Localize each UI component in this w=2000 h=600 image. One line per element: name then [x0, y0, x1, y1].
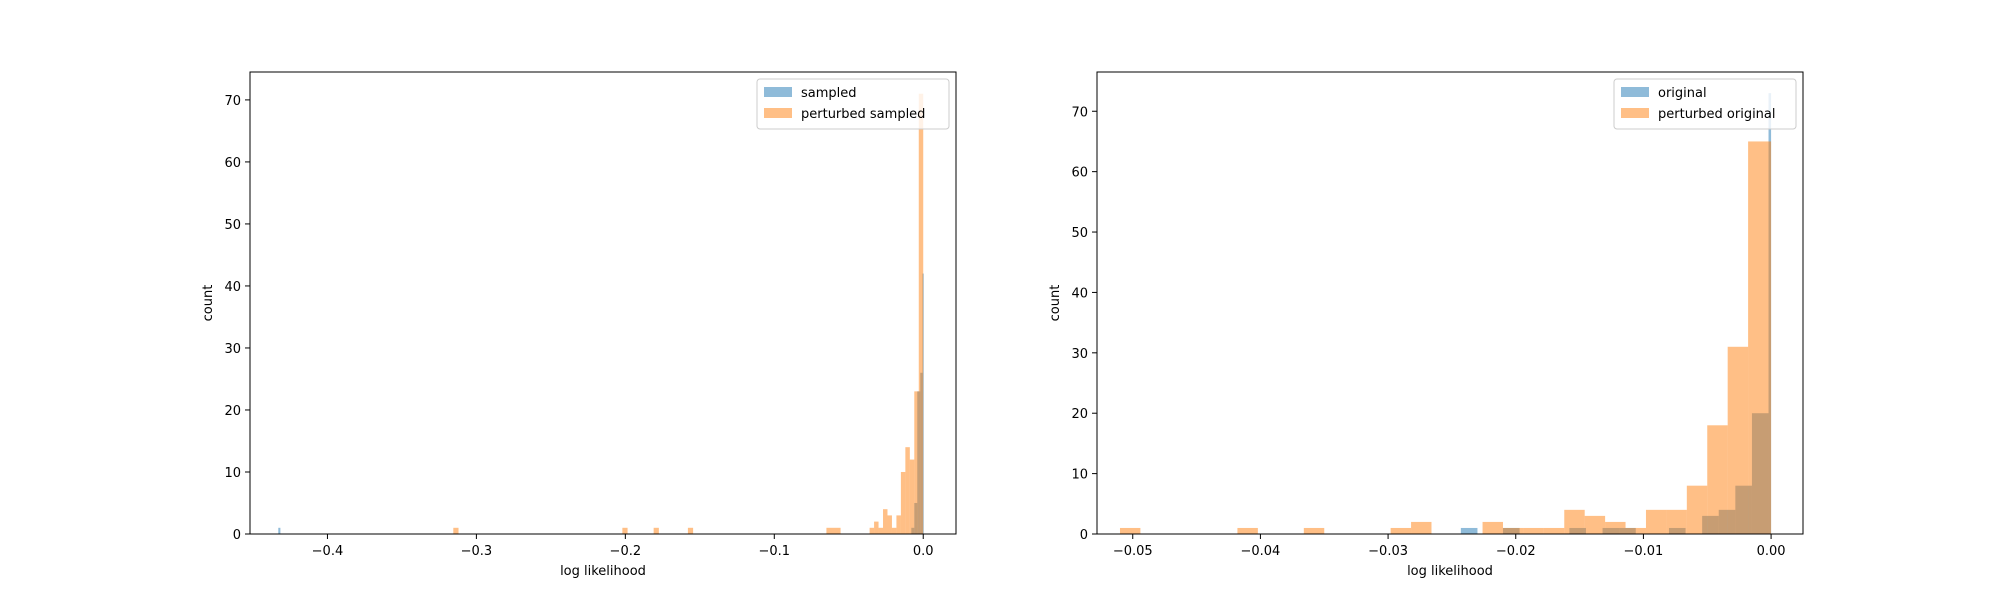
histogram-bar [878, 527, 884, 534]
y-tick-label: 30 [224, 342, 241, 357]
y-tick-label: 0 [233, 528, 241, 543]
x-tick-label: 0.0 [913, 544, 934, 559]
legend-label: sampled [801, 86, 857, 101]
y-tick-label: 30 [1071, 347, 1088, 362]
y-tick-label: 0 [1080, 528, 1088, 543]
x-tick-label: 0.00 [1757, 544, 1786, 559]
y-tick-label: 50 [224, 218, 241, 233]
histogram-bar [1666, 509, 1687, 534]
histogram-bar [887, 515, 892, 534]
histogram-bar [1605, 521, 1626, 534]
x-tick-label: −0.4 [312, 544, 344, 559]
histogram-bar [1460, 527, 1478, 534]
y-tick-label: 40 [224, 280, 241, 295]
histogram-bar [1727, 346, 1749, 534]
y-tick-label: 20 [224, 404, 241, 419]
legend-label: perturbed sampled [801, 107, 925, 122]
histogram-bar [896, 515, 901, 534]
histogram-bar [1768, 141, 1772, 534]
histogram-bar [1237, 527, 1258, 534]
legend-label: original [1658, 86, 1707, 101]
histogram-bar [1303, 527, 1325, 534]
histogram-bar [826, 527, 841, 534]
axes-frame [1096, 71, 1804, 535]
histogram-bar [1645, 509, 1667, 534]
y-axis-label: count [201, 285, 216, 322]
histogram-original-panel: −0.05 −0.04 −0.03 −0.02 −0.01 0.00 0 10 20 30 40 50… [1048, 71, 1804, 579]
histogram-bar [883, 509, 888, 534]
legend: original perturbed original [1613, 78, 1797, 130]
x-tick-label: −0.2 [610, 544, 642, 559]
histogram-bar [1523, 527, 1544, 534]
x-tick-label: −0.04 [1240, 544, 1280, 559]
x-tick-label: −0.05 [1113, 544, 1153, 559]
series-sampled [278, 273, 924, 534]
histogram-bar [1390, 527, 1412, 534]
histogram-sampled-panel: −0.4 −0.3 −0.2 −0.1 0.0 0 10 20 30 40 50 60 70 log li… [201, 71, 957, 579]
histogram-bar [653, 527, 659, 534]
x-tick-label: −0.3 [461, 544, 493, 559]
x-tick-label: −0.01 [1623, 544, 1663, 559]
histogram-bar [905, 447, 910, 534]
x-axis-label: log likelihood [560, 564, 646, 579]
histogram-bar [869, 527, 875, 534]
histogram-bar [900, 471, 906, 534]
histogram-bar [891, 527, 897, 534]
y-tick-label: 40 [1071, 286, 1088, 301]
histogram-bar [914, 391, 919, 534]
histogram-bar [1543, 527, 1565, 534]
y-axis-label: count [1048, 285, 1063, 322]
legend-swatch [1621, 87, 1649, 97]
y-tick-label: 60 [1071, 166, 1088, 181]
histogram-bar [687, 527, 694, 534]
histogram-bar [918, 93, 924, 534]
axes-frame [249, 71, 957, 535]
x-tick-label: −0.02 [1496, 544, 1536, 559]
histogram-bar [453, 527, 459, 534]
series-perturbed-sampled [453, 93, 924, 534]
histogram-bar [1625, 527, 1646, 534]
histogram-bar [1502, 527, 1524, 534]
legend-box [1613, 78, 1797, 130]
y-tick-label: 70 [224, 94, 241, 109]
y-tick-label: 10 [224, 466, 241, 481]
histogram-bar [1686, 485, 1708, 534]
y-tick-label: 70 [1071, 105, 1088, 120]
histogram-bar [1411, 521, 1432, 534]
legend-box [756, 78, 950, 130]
legend-swatch [1621, 108, 1649, 118]
histogram-bar [278, 527, 281, 534]
histogram-bar [1564, 509, 1585, 534]
x-tick-label: −0.1 [758, 544, 790, 559]
legend-swatch [764, 87, 792, 97]
histogram-bar [1119, 527, 1141, 534]
x-axis-label: log likelihood [1407, 564, 1493, 579]
legend-label: perturbed original [1658, 107, 1776, 122]
y-tick-label: 20 [1071, 407, 1088, 422]
y-tick-label: 50 [1071, 226, 1088, 241]
histogram-bar [909, 459, 915, 534]
histogram-bar [1748, 141, 1769, 534]
y-tick-label: 10 [1071, 468, 1088, 483]
series-perturbed-original [1119, 141, 1772, 534]
legend-swatch [764, 108, 792, 118]
histogram-bar [874, 521, 879, 534]
y-tick-label: 60 [224, 156, 241, 171]
histogram-bar [1482, 521, 1503, 534]
legend: sampled perturbed sampled [756, 78, 950, 130]
histogram-bar [1584, 515, 1606, 534]
histogram-bar [622, 527, 628, 534]
histogram-bar [1707, 425, 1728, 534]
x-tick-label: −0.03 [1368, 544, 1408, 559]
